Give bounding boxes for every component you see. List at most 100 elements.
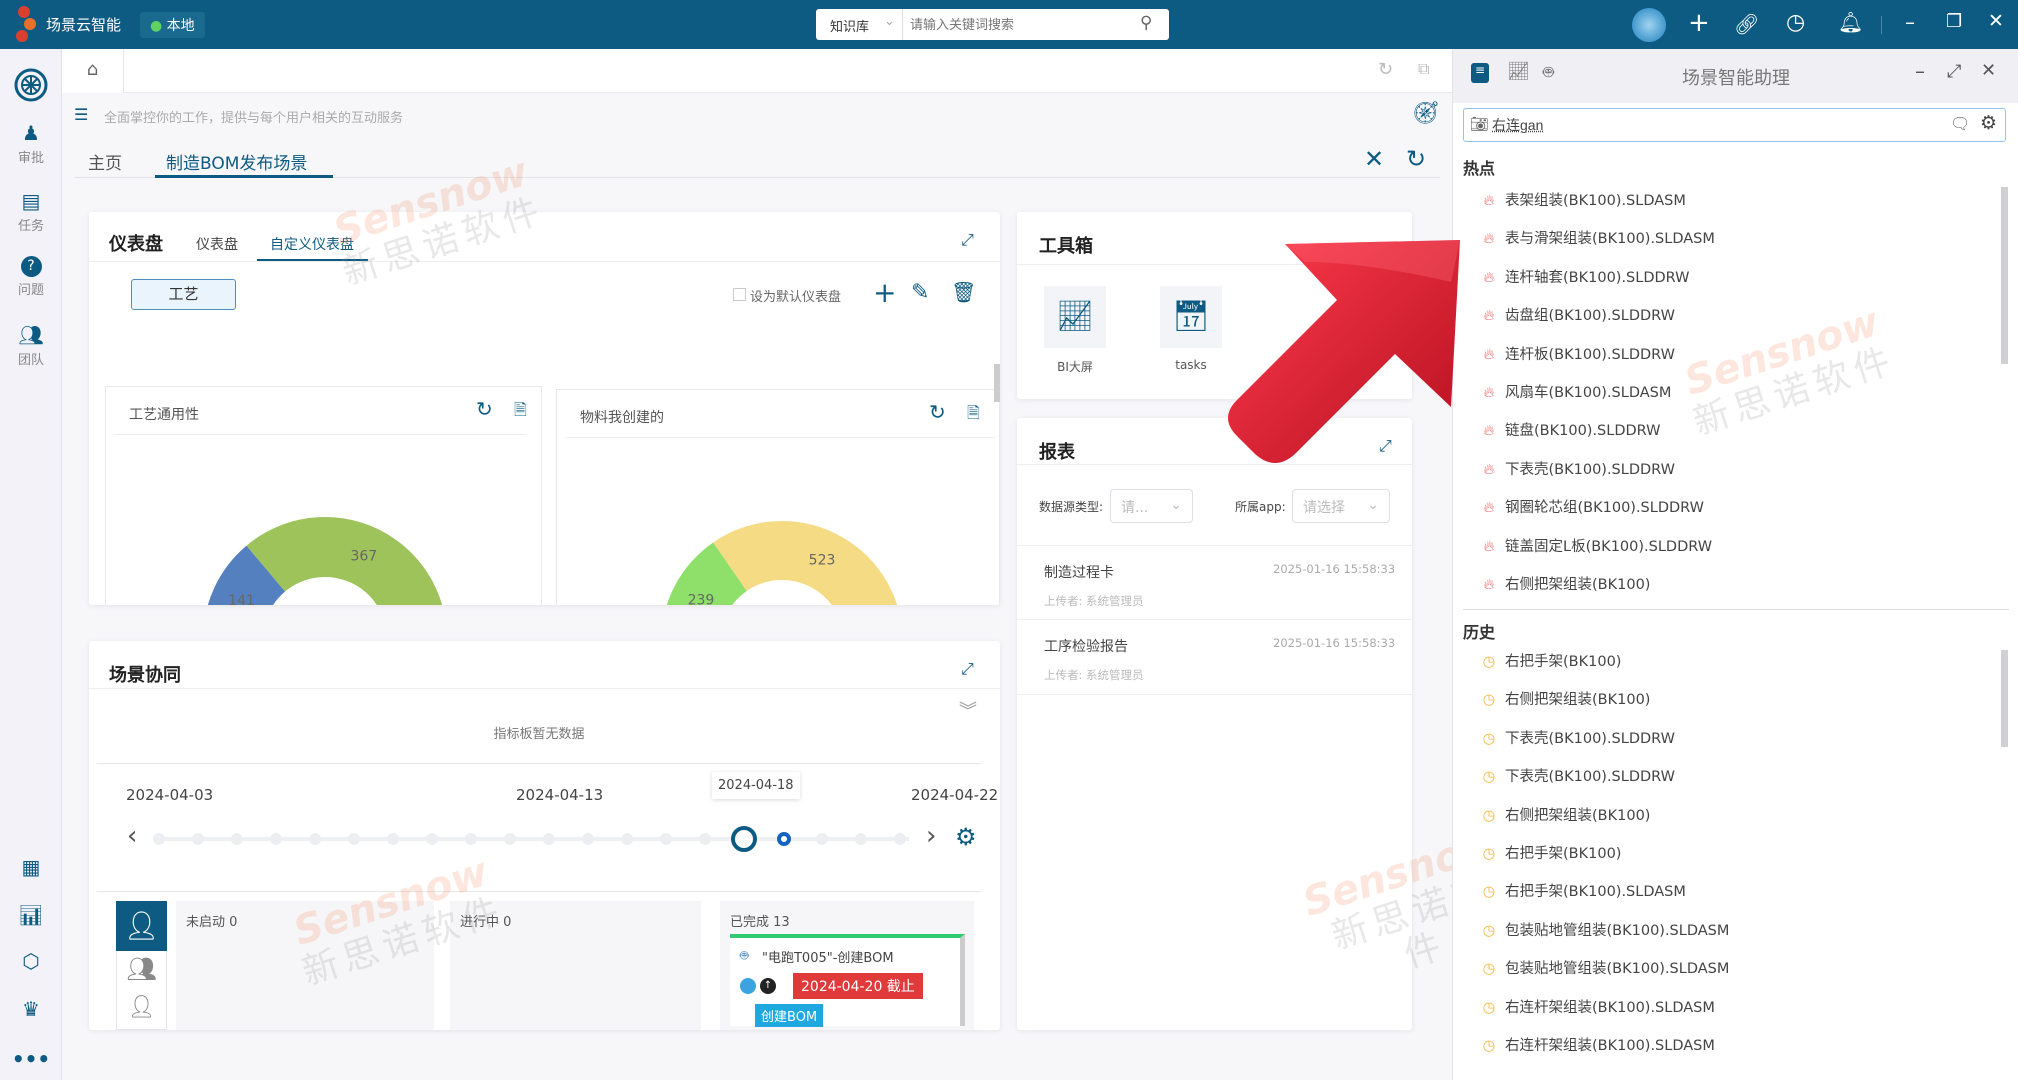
edit-icon[interactable]: ✎	[911, 280, 930, 305]
timeline-dot[interactable]	[426, 833, 438, 845]
wheel-logo-icon[interactable]	[13, 67, 49, 103]
sidebar-item-team[interactable]: 👥︎ 团队	[17, 323, 44, 368]
link-icon[interactable]: 🔗︎	[1734, 12, 1760, 36]
timeline-dot[interactable]	[504, 833, 516, 845]
timeline-dot[interactable]	[816, 833, 828, 845]
reload-icon[interactable]: ↻	[1378, 59, 1394, 80]
assistant-search-input[interactable]	[1492, 113, 1912, 137]
list-item[interactable]: 🔥︎ 下表壳(BK100).SLDDRW	[1481, 458, 1675, 479]
timeline-dot[interactable]	[387, 833, 399, 845]
expand-icon[interactable]: ⤢	[961, 230, 974, 249]
timeline-dot[interactable]	[309, 833, 321, 845]
timeline-prev-icon[interactable]: ‹	[127, 821, 138, 851]
list-item[interactable]: 🔥︎ 链盖固定L板(BK100).SLDDRW	[1481, 535, 1712, 556]
gauge-slice[interactable]	[246, 517, 447, 605]
apps-icon[interactable]: ▦	[21, 855, 41, 879]
datasource-type-select[interactable]: 请... ⌄	[1110, 489, 1193, 523]
list-item[interactable]: ◷ 包装贴地管组装(BK100).SLDASM	[1481, 919, 1730, 940]
delete-icon[interactable]: 🗑︎	[951, 280, 977, 304]
timeline-dot[interactable]	[582, 833, 594, 845]
group-users-icon[interactable]: 👥︎	[126, 955, 157, 983]
document-icon[interactable]: 🗎︎	[514, 400, 527, 419]
sidebar-item-tasks[interactable]: ▤ 任务	[17, 189, 44, 234]
tab-custom-dashboard[interactable]: 自定义仪表盘	[270, 237, 354, 253]
list-item[interactable]: 🔥︎ 钢圈轮芯组(BK100).SLDDRW	[1481, 496, 1704, 517]
timeline-dot[interactable]	[270, 833, 282, 845]
add-icon[interactable]: +	[1688, 8, 1710, 38]
list-item[interactable]: ◷ 右把手架(BK100)	[1481, 842, 1622, 863]
timeline-dot[interactable]	[660, 833, 672, 845]
list-item[interactable]: ◷ 下表壳(BK100).SLDDRW	[1481, 727, 1675, 748]
user-add-icon[interactable]: 👤︎	[127, 995, 156, 1020]
close-tab-icon[interactable]: ✕	[1364, 145, 1385, 173]
timeline-dot[interactable]	[894, 833, 906, 845]
timeline-next-icon[interactable]: ›	[926, 821, 937, 851]
refresh-icon[interactable]: ↻	[476, 397, 493, 421]
list-item[interactable]: ◷ 右侧把架组装(BK100)	[1481, 688, 1651, 709]
gauge-slice[interactable]	[713, 520, 903, 605]
robot-icon[interactable]: 🤖︎	[1543, 62, 1554, 83]
default-dashboard-checkbox[interactable]	[733, 288, 746, 301]
list-item[interactable]: ◷ 下表壳(BK100).SLDDRW	[1481, 765, 1675, 786]
line-chart-icon[interactable]: 📈︎	[1507, 61, 1530, 82]
timeline-settings-icon[interactable]: ⚙	[955, 823, 977, 851]
list-item[interactable]: ◷ 右连杆架组装(BK100).SLDASM	[1481, 1034, 1715, 1055]
more-icon[interactable]: •••	[11, 1047, 51, 1071]
tasks-tool[interactable]: 📅︎	[1160, 286, 1222, 348]
chevron-down-icon[interactable]: ⌄	[884, 14, 895, 29]
message-icon[interactable]: 🗨︎	[1950, 114, 1971, 133]
report-row[interactable]: 制造过程卡 2025-01-16 15:58:33 上传者: 系统管理员	[1017, 546, 1412, 620]
timeline-dot[interactable]	[543, 833, 555, 845]
compass-icon[interactable]: 🧭︎	[1412, 101, 1440, 126]
process-filter-button[interactable]: 工艺	[131, 279, 236, 310]
external-link-icon[interactable]: ⧉	[1418, 59, 1430, 78]
expand-icon[interactable]: ⤢	[1947, 61, 1962, 82]
window-restore-icon[interactable]: ❐	[1946, 11, 1963, 32]
cube-icon[interactable]: ⬡	[22, 949, 40, 973]
search-input[interactable]	[910, 13, 1130, 36]
tab-home[interactable]: 主页	[88, 154, 122, 174]
search-icon[interactable]: ⚲	[1140, 13, 1153, 33]
timeline-dot[interactable]	[855, 833, 867, 845]
list-item[interactable]: ◷ 右连杆架组装(BK100).SLDASM	[1481, 996, 1715, 1017]
list-item[interactable]: ◷ 包装贴地管组装(BK100).SLDASM	[1481, 957, 1730, 978]
list-item[interactable]: ◷ 右侧把架组装(BK100)	[1481, 804, 1651, 825]
window-minimize-icon[interactable]: –	[1905, 10, 1915, 34]
hot-scrollbar[interactable]	[2001, 187, 2008, 364]
window-close-icon[interactable]: ✕	[1988, 10, 2004, 32]
task-card[interactable]: 🤖︎ "电跑T005"-创建BOM ↑ 2024-04-20 截止 创建BOM	[730, 934, 965, 1027]
timeline-dot[interactable]	[153, 833, 165, 845]
clock-icon[interactable]: ◷	[1786, 10, 1806, 35]
app-select[interactable]: 请选择 ⌄	[1292, 489, 1390, 523]
document-icon[interactable]: 🗎︎	[967, 403, 980, 422]
close-icon[interactable]: ✕	[1981, 60, 1997, 81]
list-item[interactable]: 🔥︎ 链盘(BK100).SLDDRW	[1481, 419, 1661, 440]
list-item[interactable]: 🔥︎ 连杆板(BK100).SLDDRW	[1481, 343, 1675, 364]
document-list-icon[interactable]: ≡	[1471, 63, 1489, 83]
add-dashboard-icon[interactable]: +	[873, 276, 897, 309]
camera-icon[interactable]: 📷︎	[1470, 115, 1490, 133]
report-row[interactable]: 工序检验报告 2025-01-16 15:58:33 上传者: 系统管理员	[1017, 620, 1412, 695]
refresh-icon[interactable]: ↻	[929, 400, 946, 424]
bi-screen-tool[interactable]: 📈︎	[1044, 286, 1106, 348]
list-item[interactable]: 🔥︎ 表架组装(BK100).SLDASM	[1481, 189, 1686, 210]
refresh-tab-icon[interactable]: ↻	[1406, 145, 1427, 173]
timeline-dot[interactable]	[699, 833, 711, 845]
home-tab[interactable]: ⌂	[62, 49, 124, 93]
list-item[interactable]: 🔥︎ 风扇车(BK100).SLDASM	[1481, 381, 1672, 402]
list-item[interactable]: 🔥︎ 连杆轴套(BK100).SLDDRW	[1481, 266, 1690, 287]
gauge-slice[interactable]	[661, 542, 747, 605]
sidebar-item-approval[interactable]: ♟ 审批	[17, 121, 44, 166]
list-item[interactable]: 🔥︎ 右侧把架组装(BK100)	[1481, 573, 1651, 594]
list-item[interactable]: ◷ 右把手架(BK100)	[1481, 650, 1622, 671]
history-scrollbar[interactable]	[2001, 650, 2008, 747]
collapse-double-chevron-icon[interactable]: ︾	[959, 701, 977, 722]
avatar[interactable]	[1632, 8, 1666, 42]
chart-icon[interactable]: 📊︎	[18, 903, 44, 927]
minimize-icon[interactable]: –	[1915, 59, 1925, 83]
search-scope-select[interactable]: 知识库	[830, 20, 870, 35]
timeline-dot[interactable]	[348, 833, 360, 845]
timeline-dot[interactable]	[621, 833, 633, 845]
expand-icon[interactable]: ⤢	[1379, 436, 1392, 455]
gauge-slice[interactable]	[203, 545, 286, 605]
